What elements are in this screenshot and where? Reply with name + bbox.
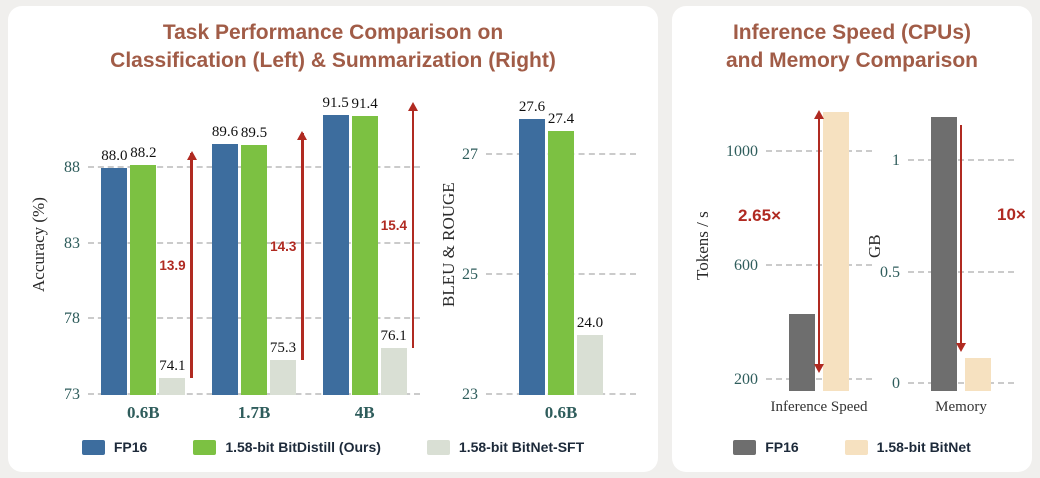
legend-item-1-58-bit-bitnet-sft: 1.58-bit BitNet-SFT bbox=[426, 439, 585, 455]
memory-arrow bbox=[955, 124, 966, 352]
bar-0-6b-fp16 bbox=[101, 167, 128, 395]
legend-item-fp16: FP16 bbox=[733, 439, 799, 455]
bar-value-label: 91.4 bbox=[351, 96, 378, 113]
accuracy-arrow bbox=[297, 131, 308, 361]
bar-memory-fp16 bbox=[931, 116, 957, 391]
memory-y-tick-label: 1 bbox=[892, 152, 900, 170]
legend-label-fp16: FP16 bbox=[765, 439, 799, 455]
arrow-head-up-icon bbox=[186, 150, 197, 160]
accuracy-category-label: 4B bbox=[354, 403, 375, 422]
arrow-head-down-icon bbox=[813, 364, 824, 374]
bar-value-label: 75.3 bbox=[269, 340, 297, 357]
accuracy-annotation-label: 15.4 bbox=[380, 218, 407, 234]
memory-annotation-label: 10× bbox=[997, 204, 1026, 224]
bar-0-6b-fp16 bbox=[519, 119, 545, 395]
arrow-head-up-icon bbox=[297, 131, 308, 141]
bar-value-label: 88.2 bbox=[130, 144, 157, 161]
legend-swatch-1-58-bit-bitnet bbox=[844, 439, 868, 455]
accuracy-annotation-label: 14.3 bbox=[270, 238, 297, 254]
bleu-y-tick-label: 25 bbox=[462, 266, 478, 283]
arrow-head-down-icon bbox=[955, 342, 966, 352]
speed-category-label: Inference Speed bbox=[770, 399, 868, 415]
memory-category-label: Memory bbox=[935, 399, 987, 415]
speed-annotation-label: 2.65× bbox=[737, 205, 781, 225]
speed-y-tick-label: 1000 bbox=[726, 143, 758, 161]
accuracy-y-tick-label: 88 bbox=[64, 158, 80, 176]
speed-memory-legend: FP16 1.58-bit BitNet bbox=[672, 439, 1032, 455]
accuracy-annotation-label: 13.9 bbox=[159, 257, 186, 273]
accuracy-y-tick-label: 83 bbox=[64, 234, 80, 252]
bleu-plot-area: 23 25 27 27.6 27.4 24.0 bbox=[462, 95, 636, 403]
performance-panel-title: Task Performance Comparison on Classific… bbox=[110, 21, 556, 73]
bar-inference-speed-1-58-bit-bitnet bbox=[823, 112, 849, 391]
memory-y-tick-label: 0.5 bbox=[880, 263, 900, 281]
accuracy-category-label: 0.6B bbox=[127, 403, 160, 422]
accuracy-y-tick-label: 73 bbox=[64, 386, 80, 403]
bar-value-label: 91.5 bbox=[322, 94, 349, 111]
legend-item-fp16: FP16 bbox=[81, 439, 148, 455]
arrow-head-up-icon bbox=[407, 102, 418, 112]
bar-0-6b-1-58-bit-bitdistill-ours bbox=[130, 164, 157, 395]
legend-swatch-1-58-bit-bitdistill-ours bbox=[193, 439, 217, 455]
legend-item-1-58-bit-bitnet: 1.58-bit BitNet bbox=[844, 439, 971, 455]
bar-0-6b-1-58-bit-bitnet-sft bbox=[159, 378, 186, 395]
accuracy-category-label: 1.7B bbox=[237, 403, 271, 422]
bleu-y-axis-label: BLEU & ROUGE bbox=[439, 182, 458, 308]
bar-value-label: 89.6 bbox=[211, 123, 239, 140]
legend-label-fp16: FP16 bbox=[113, 439, 148, 455]
bar-0-6b-1-58-bit-bitnet-sft bbox=[577, 335, 603, 395]
bleu-category-label: 0.6B bbox=[544, 403, 578, 422]
speed-memory-panel-title: Inference Speed (CPUs) and Memory Compar… bbox=[725, 21, 979, 73]
accuracy-arrow bbox=[186, 150, 197, 379]
arrow-head-up-icon bbox=[813, 110, 824, 120]
bar-value-label: 76.1 bbox=[380, 328, 407, 345]
speed-y-axis-label: Tokens / s bbox=[693, 211, 712, 281]
speed-plot-area: 200 600 1000 2.65× bbox=[726, 101, 872, 391]
bar-4b-fp16 bbox=[322, 114, 349, 395]
performance-legend: FP16 1.58-bit BitDistill (Ours) 1.58-bit B… bbox=[8, 439, 658, 455]
bar-value-label: 27.4 bbox=[547, 111, 575, 127]
bar-value-label: 89.5 bbox=[240, 125, 268, 141]
bar-0-6b-1-58-bit-bitdistill-ours bbox=[548, 131, 574, 395]
legend-item-1-58-bit-bitdistill-ours: 1.58-bit BitDistill (Ours) bbox=[193, 439, 381, 455]
legend-swatch-1-58-bit-bitnet-sft bbox=[426, 439, 450, 455]
memory-y-tick-label: 0 bbox=[892, 375, 900, 393]
accuracy-arrow bbox=[407, 102, 418, 349]
bar-1-7b-1-58-bit-bitdistill-ours bbox=[241, 145, 267, 395]
bar-inference-speed-fp16 bbox=[789, 314, 815, 391]
bar-value-label: 24.0 bbox=[576, 315, 604, 331]
bar-4b-1-58-bit-bitnet-sft bbox=[380, 348, 407, 395]
bar-1-7b-1-58-bit-bitnet-sft bbox=[270, 360, 296, 395]
memory-gridline bbox=[908, 382, 1014, 385]
bar-value-label: 74.1 bbox=[159, 358, 186, 375]
memory-plot-area: 0 0.5 1 10× bbox=[880, 101, 1026, 392]
bleu-y-tick-label: 23 bbox=[462, 386, 478, 403]
speed-gridline bbox=[766, 377, 872, 380]
accuracy-plot-area: 73 78 83 88 88.0 88.2 74.1 89.6 89.5 75.3 91.5 91.4… bbox=[64, 94, 420, 403]
bar-4b-1-58-bit-bitdistill-ours bbox=[351, 116, 378, 395]
speed-memory-panel: Inference Speed (CPUs) and Memory Compar… bbox=[672, 6, 1032, 472]
speed-y-tick-label: 200 bbox=[734, 370, 758, 388]
legend-label-1-58-bit-bitnet: 1.58-bit BitNet bbox=[876, 439, 971, 455]
bar-value-label: 88.0 bbox=[101, 147, 128, 164]
legend-swatch-fp16 bbox=[81, 439, 105, 455]
performance-panel: Task Performance Comparison on Classific… bbox=[8, 6, 658, 472]
speed-arrow bbox=[813, 110, 824, 374]
legend-label-1-58-bit-bitnet-sft: 1.58-bit BitNet-SFT bbox=[458, 439, 585, 455]
bar-value-label: 27.6 bbox=[518, 99, 546, 115]
accuracy-y-tick-label: 78 bbox=[64, 310, 80, 328]
bar-memory-1-58-bit-bitnet bbox=[965, 357, 991, 391]
memory-y-axis-label: GB bbox=[865, 234, 884, 258]
speed-y-tick-label: 600 bbox=[734, 256, 758, 274]
legend-label-1-58-bit-bitdistill-ours: 1.58-bit BitDistill (Ours) bbox=[225, 439, 381, 455]
bleu-y-tick-label: 27 bbox=[462, 146, 478, 163]
bar-1-7b-fp16 bbox=[212, 143, 238, 395]
legend-swatch-fp16 bbox=[733, 439, 757, 455]
